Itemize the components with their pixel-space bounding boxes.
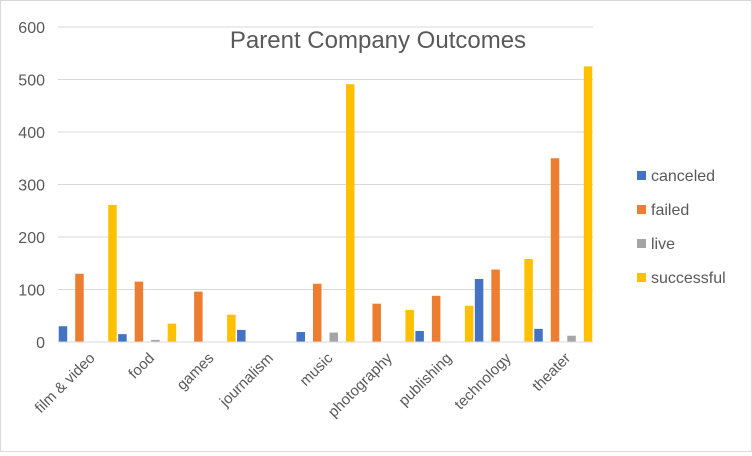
bar-theater-live [567,335,576,342]
bar-publishing-failed [431,295,441,342]
bar-music-successful [346,84,355,342]
bar-photography-failed [372,303,381,342]
bar-publishing-successful [464,305,474,342]
legend-swatch-failed [637,205,646,214]
legend-swatch-canceled [637,171,646,180]
bar-theater-successful [583,66,593,342]
legend-label-live: live [651,236,675,253]
legend-label-canceled: canceled [651,168,715,185]
x-axis-tick-labels: film & video food games journalism musicphot… [32,349,574,420]
bar-technology-canceled [474,279,484,342]
bar-film-video-canceled [58,326,68,342]
bar-theater-failed [550,158,560,342]
bar-food-failed [134,281,144,342]
x-tick-label-food: food [125,350,158,383]
chart-title: Parent Company Outcomes [230,27,526,54]
bar-theater-canceled [534,328,543,342]
bar-games-successful [227,314,236,342]
y-tick-label-600: 600 [18,20,45,37]
y-tick-label-0: 0 [36,335,45,352]
y-tick-label-300: 300 [18,178,45,195]
legend: canceled failed live successful [637,168,726,287]
bar-publishing-canceled [415,330,424,342]
bar-journalism-canceled [237,329,246,342]
bar-music-canceled [296,332,305,342]
x-tick-label-games: games [174,350,218,394]
bar-food-successful [167,323,177,342]
legend-label-failed: failed [651,202,689,219]
y-tick-label-500: 500 [18,73,45,90]
x-tick-label-technology: technology [451,349,515,413]
y-tick-label-400: 400 [18,125,45,142]
bars [58,66,593,342]
bar-film-video-failed [75,273,84,342]
x-tick-label-theater: theater [529,350,574,395]
x-tick-label-journalism: journalism [216,350,277,411]
bar-photography-successful [405,309,414,342]
x-tick-label-music: music [297,349,337,389]
y-axis-tick-labels: 0 100 200 300 400 500 600 [18,20,45,352]
bar-food-live [151,339,160,342]
y-tick-label-100: 100 [18,283,45,300]
bar-film-video-successful [108,204,117,342]
y-tick-label-200: 200 [18,230,45,247]
x-tick-label-publishing: publishing [395,350,455,410]
x-tick-label-film-video: film & video [32,350,99,417]
bar-technology-failed [491,269,500,342]
legend-swatch-live [637,239,646,248]
x-tick-label-photography: photography [325,349,396,420]
bar-music-live [329,332,338,342]
gridlines [58,26,593,290]
bar-technology-successful [524,259,533,342]
legend-label-successful: successful [651,270,726,287]
legend-swatch-successful [637,273,646,282]
bar-music-failed [313,283,322,342]
bar-food-canceled [118,334,127,342]
bar-games-failed [194,291,203,342]
